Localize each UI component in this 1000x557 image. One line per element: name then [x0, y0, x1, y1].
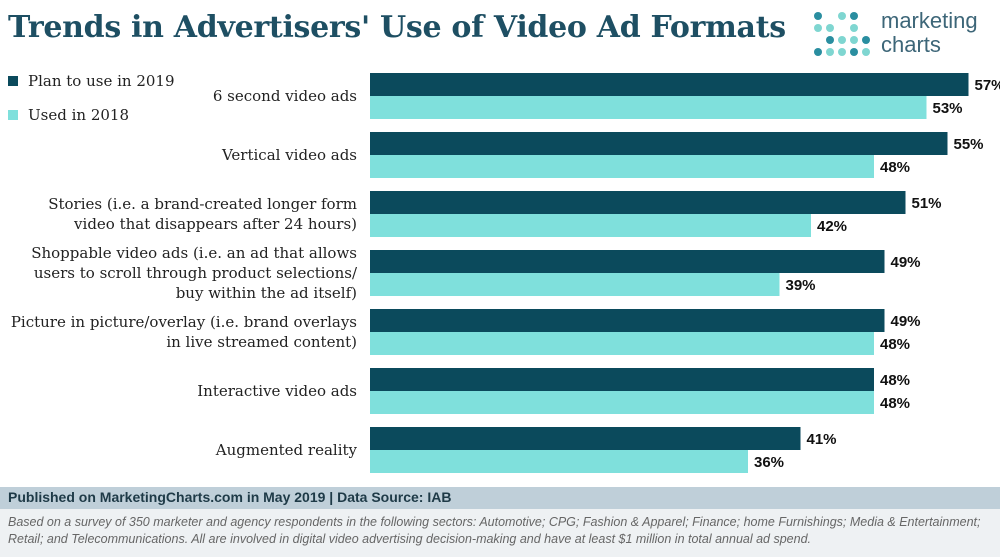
category-label-line: Interactive video ads	[197, 382, 357, 400]
data-label: 48%	[880, 159, 910, 176]
bar-2019-stories-i-e-a-brand-crea	[370, 191, 906, 214]
logo-dot	[814, 48, 822, 56]
logo-text-marketing: marketing	[881, 8, 978, 33]
bar-2019-vertical-video-ads	[370, 132, 948, 155]
category-label-line: in live streamed content)	[166, 333, 357, 351]
logo-dot	[850, 36, 858, 44]
category-label-interactive-video-ads: Interactive video ads	[197, 382, 357, 400]
bar-2019-6-second-video-ads	[370, 73, 969, 96]
bar-2018-6-second-video-ads	[370, 96, 927, 119]
category-label-vertical-video-ads: Vertical video ads	[221, 146, 357, 164]
category-label-line: Vertical video ads	[221, 146, 357, 164]
category-label-shoppable-video-ads-i-e-an-ad-: Shoppable video ads (i.e. an ad that all…	[31, 244, 358, 302]
survey-note-text: Based on a survey of 350 marketer and ag…	[8, 515, 981, 546]
bar-2019-augmented-reality	[370, 427, 801, 450]
data-label: 48%	[880, 395, 910, 412]
logo-dot	[850, 12, 858, 20]
category-label-line: Stories (i.e. a brand-created longer for…	[48, 195, 357, 213]
data-label: 49%	[891, 254, 921, 271]
legend-swatch-2018	[8, 110, 18, 120]
logo-dot	[850, 24, 858, 32]
data-label: 48%	[880, 372, 910, 389]
category-label-6-second-video-ads: 6 second video ads	[213, 87, 357, 105]
chart-title: Trends in Advertisers' Use of Video Ad F…	[8, 10, 786, 45]
data-label: 57%	[975, 77, 1000, 94]
data-label: 55%	[954, 136, 984, 153]
bar-2019-picture-in-picture-overl	[370, 309, 885, 332]
bar-2018-vertical-video-ads	[370, 155, 874, 178]
data-label: 41%	[807, 431, 837, 448]
logo-dot	[862, 36, 870, 44]
marketingcharts-logo: marketing charts	[812, 8, 997, 64]
logo-dot	[862, 48, 870, 56]
category-label-line: 6 second video ads	[213, 87, 357, 105]
survey-note: Based on a survey of 350 marketer and ag…	[0, 509, 1000, 557]
bar-2018-stories-i-e-a-brand-crea	[370, 214, 811, 237]
logo-dot	[838, 48, 846, 56]
bar-2018-shoppable-video-ads-i-e-	[370, 273, 780, 296]
category-label-line: Picture in picture/overlay (i.e. brand o…	[11, 313, 357, 331]
category-label-picture-in-picture-overlay-i-e: Picture in picture/overlay (i.e. brand o…	[11, 313, 357, 351]
bar-2018-picture-in-picture-overl	[370, 332, 874, 355]
logo-dot	[826, 48, 834, 56]
data-label: 42%	[817, 218, 847, 235]
legend-label-2019: Plan to use in 2019	[28, 72, 175, 90]
published-source: Published on MarketingCharts.com in May …	[8, 489, 452, 505]
category-label-line: buy within the ad itself)	[176, 284, 357, 302]
logo-dot	[814, 12, 822, 20]
data-label: 48%	[880, 336, 910, 353]
category-label-augmented-reality: Augmented reality	[215, 441, 358, 459]
logo-dot	[826, 24, 834, 32]
category-label-line: Augmented reality	[215, 441, 358, 459]
logo-dot	[826, 36, 834, 44]
data-label: 49%	[891, 313, 921, 330]
bar-2018-interactive-video-ads	[370, 391, 874, 414]
legend-swatch-2019	[8, 76, 18, 86]
data-label: 53%	[933, 100, 963, 117]
bar-2018-augmented-reality	[370, 450, 748, 473]
logo-dot	[838, 12, 846, 20]
category-label-stories-i-e-a-brand-created-lo: Stories (i.e. a brand-created longer for…	[48, 195, 357, 233]
bar-chart: 6 second video ads 57% 53% Vertical video a…	[11, 73, 1000, 473]
bar-2019-interactive-video-ads	[370, 368, 874, 391]
category-label-line: users to scroll through product selectio…	[34, 264, 358, 282]
logo-dot	[838, 36, 846, 44]
data-label: 51%	[912, 195, 942, 212]
category-label-line: Shoppable video ads (i.e. an ad that all…	[31, 244, 357, 262]
logo-text-charts: charts	[881, 32, 941, 57]
logo-dots-icon	[814, 12, 870, 56]
logo-dot	[814, 24, 822, 32]
category-label-line: video that disappears after 24 hours)	[73, 215, 357, 233]
footer-bar: Published on MarketingCharts.com in May …	[0, 487, 1000, 509]
bar-2019-shoppable-video-ads-i-e-	[370, 250, 885, 273]
legend-label-2018: Used in 2018	[28, 106, 129, 124]
data-label: 39%	[786, 277, 816, 294]
logo-dot	[850, 48, 858, 56]
data-label: 36%	[754, 454, 784, 471]
